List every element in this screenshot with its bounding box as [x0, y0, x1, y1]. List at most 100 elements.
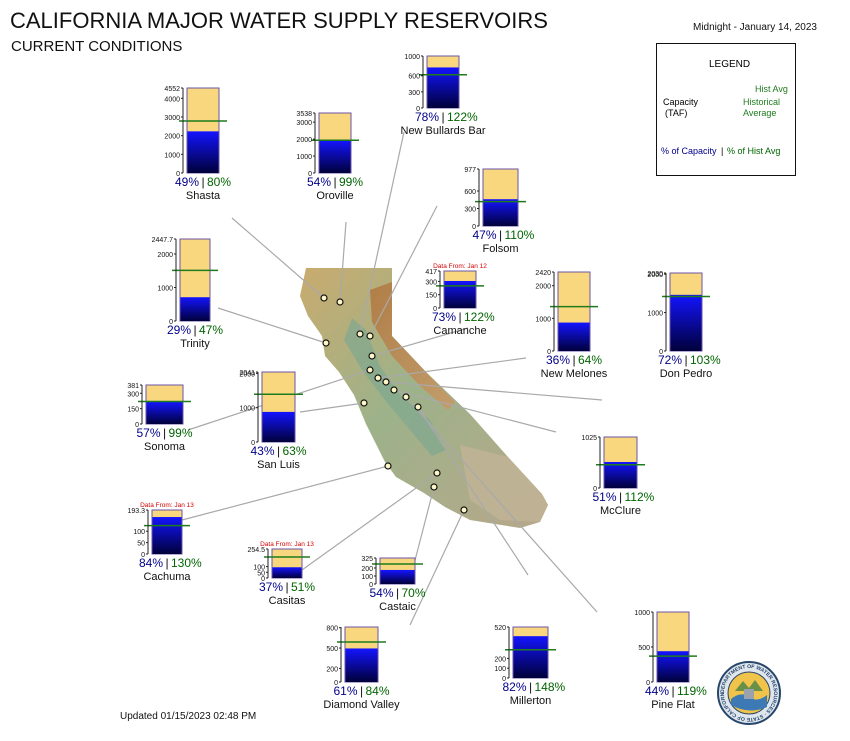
tick-label-diamond-valley-3: 0: [334, 680, 338, 687]
location-dot-don-pedro: [382, 378, 390, 386]
pct-capacity-cachuma: 84%: [139, 556, 163, 570]
pct-capacity-casitas: 37%: [259, 580, 283, 594]
leader-line-camanche: [371, 327, 469, 357]
reservoir-name-millerton: Millerton: [510, 695, 552, 707]
leader-line-san-luis: [299, 402, 365, 413]
storage-bar-millerton: [513, 636, 548, 678]
pct-separator-camanche: |: [458, 310, 461, 324]
tick-label-mcclure-1: 0: [593, 486, 597, 493]
pct-hist-folsom: 110%: [505, 228, 535, 242]
tick-label-casitas-2: 50: [257, 570, 265, 577]
tick-label-sonoma-1: 300: [127, 391, 139, 398]
legend-pct-hist: % of Hist Avg: [727, 146, 781, 156]
central-valley: [344, 318, 446, 456]
pct-capacity-diamond-valley: 61%: [333, 684, 357, 698]
leader-line-don-pedro: [385, 381, 603, 401]
pct-separator-casitas: |: [285, 580, 288, 594]
tick-label-pine-flat-0: 1000: [634, 610, 650, 617]
tick-label-oroville-1: 3000: [296, 120, 312, 127]
reservoir-name-shasta: Shasta: [186, 190, 221, 202]
tick-label-new-melones-3: 0: [547, 349, 551, 356]
storage-bar-camanche: [444, 280, 476, 308]
pct-capacity-millerton: 82%: [502, 680, 526, 694]
sierra-nevada: [370, 282, 455, 410]
tick-label-camanche-3: 0: [433, 306, 437, 313]
tick-label-cachuma-0: 193.3: [127, 508, 145, 515]
reservoir-trinity: 2447.7 2000 1000 029% | 47%Trinity: [152, 237, 224, 350]
pct-separator-pine-flat: |: [671, 684, 674, 698]
reservoir-new-bullards-bar: 1000 600 300 078% | 122%New Bullards Bar: [401, 54, 486, 137]
reservoir-name-casitas: Casitas: [269, 595, 306, 607]
tick-label-shasta-4: 1000: [164, 152, 180, 159]
pct-separator-millerton: |: [529, 680, 532, 694]
pct-capacity-mcclure: 51%: [592, 490, 616, 504]
location-dot-casitas: [433, 469, 441, 477]
tick-label-san-luis-0: 2041: [239, 370, 255, 377]
pct-separator-oroville: |: [333, 175, 336, 189]
tick-label-casitas-0: 254.5: [247, 547, 265, 554]
tick-label-new-bullards-bar-0: 1000: [404, 54, 420, 61]
tick-label-shasta-0: 4552: [164, 86, 180, 93]
legend: LEGEND Hist Avg Capacity (TAF) Historica…: [656, 43, 796, 176]
storage-bar-new-bullards-bar: [427, 67, 459, 108]
reservoir-name-folsom: Folsom: [482, 243, 518, 255]
data-note-cachuma: Data From: Jan 13: [140, 502, 194, 509]
tick-label-pine-flat-2: 0: [646, 680, 650, 687]
leader-line-new-bullards-bar: [359, 131, 405, 335]
pct-hist-pine-flat: 119%: [677, 684, 707, 698]
leader-line-folsom: [369, 205, 438, 337]
tick-label-folsom-2: 300: [464, 206, 476, 213]
storage-bar-new-melones: [558, 322, 590, 351]
tick-label-mcclure-0: 1025: [581, 435, 597, 442]
tick-label-trinity-2: 1000: [157, 285, 173, 292]
tick-label-don-pedro-2: 1000: [647, 311, 663, 318]
location-dot-shasta: [320, 294, 328, 302]
tick-label-don-pedro-3: 0: [659, 349, 663, 356]
legend-average: Average: [743, 108, 777, 118]
tick-label-folsom-1: 600: [464, 189, 476, 196]
pct-separator-trinity: |: [193, 323, 196, 337]
tick-label-san-luis-2: 1000: [239, 406, 255, 413]
pct-separator-diamond-valley: |: [360, 684, 363, 698]
pct-hist-shasta: 80%: [207, 175, 231, 189]
tick-label-castaic-0: 325: [361, 556, 373, 563]
location-dot-pine-flat: [402, 393, 410, 401]
pct-separator-folsom: |: [499, 228, 502, 242]
location-dot-sonoma: [366, 366, 374, 374]
tick-label-new-melones-2: 1000: [535, 316, 551, 323]
tick-label-diamond-valley-2: 200: [326, 666, 338, 673]
tick-label-shasta-2: 3000: [164, 115, 180, 122]
location-dot-millerton: [414, 403, 422, 411]
location-dot-oroville: [336, 298, 344, 306]
pct-capacity-folsom: 47%: [472, 228, 496, 242]
pct-separator-mcclure: |: [619, 490, 622, 504]
leader-line-new-melones: [377, 357, 527, 379]
reservoir-shasta: 4552 4000 3000 2000 1000 049% | 80%Shasta: [164, 86, 231, 202]
legend-separator: |: [721, 146, 724, 156]
reservoir-name-mcclure: McClure: [600, 505, 641, 517]
reservoir-cachuma: 193.3 100 50 084% | 130%Cachuma Data From: Jan…: [127, 502, 202, 583]
tick-label-millerton-2: 100: [494, 666, 506, 673]
location-dot-san-luis: [360, 399, 368, 407]
legend-pct-capacity: % of Capacity: [661, 146, 717, 156]
pct-separator-castaic: |: [396, 586, 399, 600]
reservoir-name-diamond-valley: Diamond Valley: [323, 699, 400, 711]
pct-capacity-don-pedro: 72%: [658, 353, 682, 367]
tick-label-new-bullards-bar-2: 300: [408, 90, 420, 97]
location-dot-castaic: [430, 483, 438, 491]
pct-hist-millerton: 148%: [535, 680, 566, 694]
tick-label-casitas-3: 0: [261, 576, 265, 583]
pct-separator-san-luis: |: [277, 444, 280, 458]
pct-hist-new-melones: 64%: [578, 353, 602, 367]
reservoir-folsom: 977 600 300 047% | 110%Folsom: [464, 167, 534, 255]
tick-label-oroville-4: 0: [308, 171, 312, 178]
tick-label-folsom-3: 0: [472, 224, 476, 231]
leader-line-mcclure: [393, 389, 557, 433]
reservoir-name-new-bullards-bar: New Bullards Bar: [401, 125, 486, 137]
leader-line-millerton: [417, 406, 529, 576]
pct-hist-camanche: 122%: [464, 310, 495, 324]
tick-label-sonoma-0: 381: [127, 383, 139, 390]
